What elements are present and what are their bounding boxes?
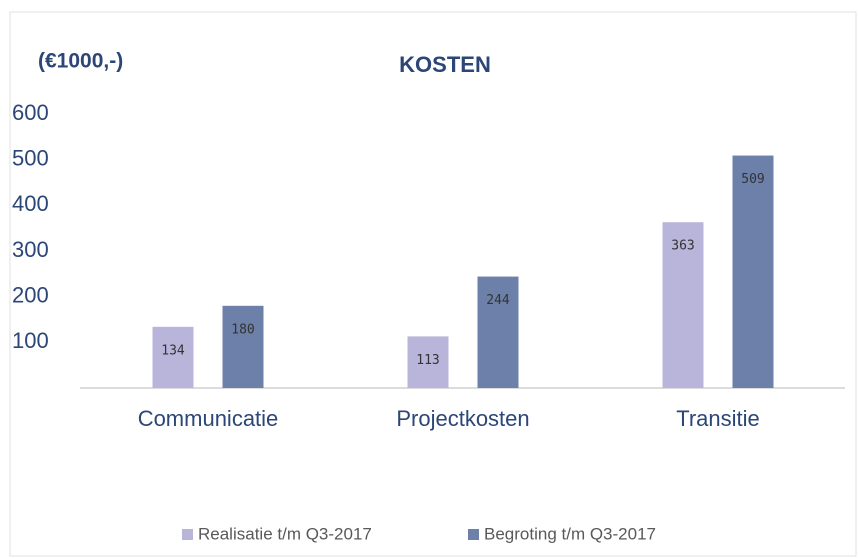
y-tick-label: 600 [12,100,49,125]
data-label: 363 [671,239,694,254]
bar [477,276,519,388]
data-label: 509 [741,172,764,187]
chart-frame [9,11,857,557]
legend-label: Begroting t/m Q3-2017 [484,524,656,543]
y-tick-label: 400 [12,191,49,216]
legend-swatch [468,529,479,540]
data-label: 113 [416,353,439,368]
bar [222,305,264,388]
legend-label: Realisatie t/m Q3-2017 [198,524,372,543]
x-tick-label: Communicatie [138,406,279,431]
bar [732,155,774,388]
y-axis-label: (€1000,-) [38,50,123,73]
y-tick-label: 500 [12,145,49,170]
data-label: 244 [486,293,510,308]
bar [152,326,194,388]
x-tick-label: Projectkosten [396,406,529,431]
legend-swatch [182,529,193,540]
y-tick-label: 300 [12,237,49,262]
data-label: 134 [161,343,185,358]
bar [407,336,449,388]
y-tick-label: 200 [12,282,49,307]
x-tick-label: Transitie [676,406,760,431]
y-tick-label: 100 [12,328,49,353]
data-label: 180 [231,322,254,337]
bar [662,222,704,388]
chart-title: KOSTEN [399,52,491,77]
